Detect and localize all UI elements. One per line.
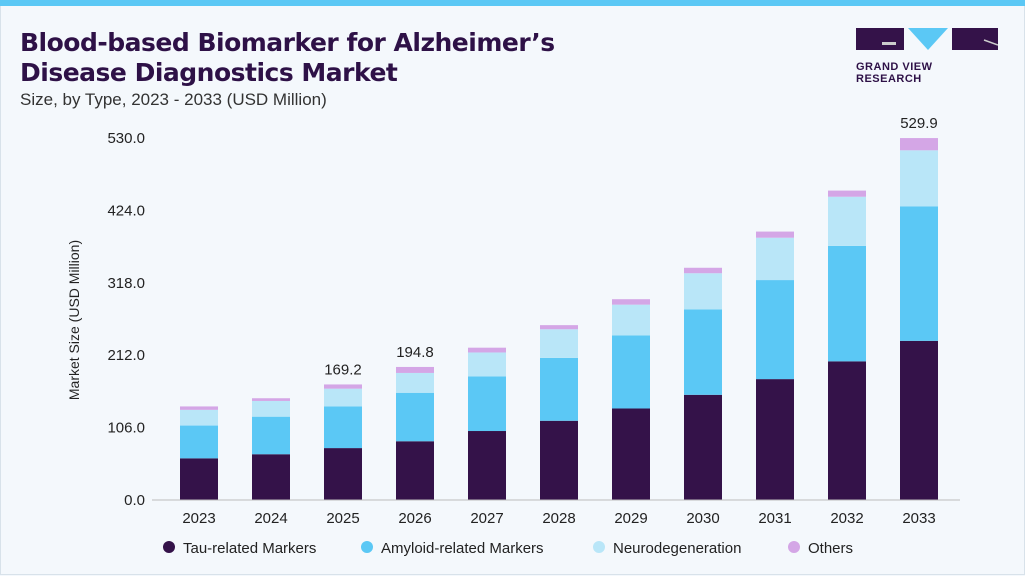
y-tick-label: 424.0 <box>107 202 145 219</box>
bar-segment-others <box>828 190 866 197</box>
legend-marker-icon <box>163 541 175 553</box>
bar-segment-others <box>252 398 290 401</box>
legend-marker-icon <box>361 541 373 553</box>
bar-segment-others <box>540 325 578 330</box>
bar-segment-others <box>180 406 218 410</box>
bar-segment-neurodegeneration <box>612 304 650 336</box>
bar-segment-neurodegeneration <box>684 273 722 310</box>
bar-segment-tau-related-markers <box>324 448 362 500</box>
x-tick-label: 2029 <box>614 510 647 527</box>
gvr-logo-icon <box>856 28 999 50</box>
legend-marker-icon <box>593 541 605 553</box>
logo-text: GRAND VIEW RESEARCH <box>856 61 933 85</box>
chart-title: Blood-based Biomarker for Alzheimer’s Dis… <box>20 28 555 88</box>
y-tick-label: 318.0 <box>107 275 145 292</box>
top-accent-bar <box>0 0 1025 6</box>
y-axis-label: Market Size (USD Million) <box>66 240 82 400</box>
bar-segment-amyloid-related-markers <box>324 406 362 449</box>
x-tick-label: 2024 <box>254 510 287 527</box>
legend-label: Amyloid-related Markers <box>381 540 544 557</box>
legend-marker-icon <box>788 541 800 553</box>
bar-segment-neurodegeneration <box>252 400 290 417</box>
bar-segment-amyloid-related-markers <box>900 206 938 341</box>
bar-segment-neurodegeneration <box>828 196 866 246</box>
legend-label: Tau-related Markers <box>183 540 316 557</box>
bar-segment-amyloid-related-markers <box>828 245 866 362</box>
bar-segment-amyloid-related-markers <box>540 357 578 421</box>
bar-segment-neurodegeneration <box>540 329 578 358</box>
bar-segment-tau-related-markers <box>900 340 938 500</box>
bar-segment-neurodegeneration <box>756 237 794 281</box>
y-tick-label: 106.0 <box>107 420 145 437</box>
x-tick-label: 2028 <box>542 510 575 527</box>
y-tick-label: 212.0 <box>107 347 145 364</box>
bar-segment-amyloid-related-markers <box>756 280 794 380</box>
bar-segment-amyloid-related-markers <box>684 309 722 395</box>
grand-view-research-logo: GRAND VIEW RESEARCH <box>856 28 999 85</box>
bar-segment-amyloid-related-markers <box>468 376 506 432</box>
bar-segment-tau-related-markers <box>180 458 218 500</box>
bar-segment-tau-related-markers <box>684 394 722 500</box>
chart-subtitle: Size, by Type, 2023 - 2033 (USD Million) <box>20 90 327 109</box>
bar-segment-tau-related-markers <box>612 408 650 500</box>
bar-segment-neurodegeneration <box>180 409 218 426</box>
bar-segment-tau-related-markers <box>396 441 434 500</box>
x-tick-label: 2031 <box>758 510 791 527</box>
bar-segment-others <box>324 384 362 389</box>
y-tick-label: 0.0 <box>124 492 145 509</box>
bar-segment-amyloid-related-markers <box>396 392 434 442</box>
bar-segment-neurodegeneration <box>324 388 362 407</box>
bar-segment-neurodegeneration <box>396 372 434 393</box>
bar-segment-tau-related-markers <box>468 431 506 500</box>
data-label: 194.8 <box>396 344 434 361</box>
data-label: 169.2 <box>324 361 362 378</box>
bar-segment-amyloid-related-markers <box>180 425 218 459</box>
x-tick-label: 2023 <box>182 510 215 527</box>
bar-segment-others <box>684 267 722 274</box>
y-tick-label: 530.0 <box>107 130 145 147</box>
bar-segment-tau-related-markers <box>252 454 290 500</box>
data-label: 529.9 <box>900 115 938 132</box>
bar-segment-others <box>900 138 938 151</box>
x-tick-label: 2025 <box>326 510 359 527</box>
x-tick-label: 2026 <box>398 510 431 527</box>
bar-segment-others <box>468 347 506 353</box>
bar-segment-tau-related-markers <box>828 361 866 500</box>
bar-segment-others <box>612 299 650 305</box>
bar-segment-others <box>396 366 434 373</box>
x-tick-label: 2030 <box>686 510 719 527</box>
bar-segment-neurodegeneration <box>468 352 506 377</box>
x-tick-label: 2027 <box>470 510 503 527</box>
legend-label: Neurodegeneration <box>613 540 741 557</box>
bar-segment-others <box>756 231 794 238</box>
x-tick-label: 2033 <box>902 510 935 527</box>
bar-segment-tau-related-markers <box>756 379 794 500</box>
legend-label: Others <box>808 540 853 557</box>
title-line-1: Blood-based Biomarker for Alzheimer’s <box>20 28 555 57</box>
title-line-2: Disease Diagnostics Market <box>20 58 398 87</box>
bar-segment-neurodegeneration <box>900 150 938 207</box>
bar-segment-tau-related-markers <box>540 420 578 500</box>
bar-segment-amyloid-related-markers <box>612 335 650 409</box>
x-tick-label: 2032 <box>830 510 863 527</box>
bar-segment-amyloid-related-markers <box>252 416 290 455</box>
